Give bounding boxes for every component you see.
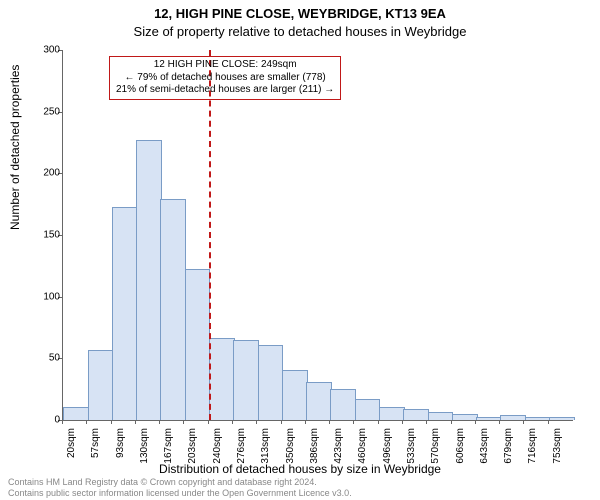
xtick-label: 350sqm — [285, 428, 296, 470]
histogram-bar — [88, 350, 114, 420]
annotation-line: 21% of semi-detached houses are larger (… — [116, 84, 334, 97]
histogram-bar — [428, 412, 454, 420]
histogram-bar — [549, 417, 575, 420]
title-line2: Size of property relative to detached ho… — [0, 24, 600, 39]
chart-container: 12, HIGH PINE CLOSE, WEYBRIDGE, KT13 9EA… — [0, 0, 600, 500]
xtick-label: 533sqm — [406, 428, 417, 470]
xtick-mark — [329, 420, 330, 424]
annotation-line: ← 79% of detached houses are smaller (77… — [116, 72, 334, 85]
histogram-bar — [282, 370, 308, 420]
xtick-label: 423sqm — [333, 428, 344, 470]
footer-line1: Contains HM Land Registry data © Crown c… — [8, 477, 352, 487]
xtick-mark — [402, 420, 403, 424]
histogram-bar — [500, 415, 526, 420]
xtick-mark — [232, 420, 233, 424]
xtick-mark — [159, 420, 160, 424]
histogram-bar — [355, 399, 381, 420]
histogram-bar — [306, 382, 332, 420]
histogram-bar — [330, 389, 356, 420]
xtick-label: 130sqm — [139, 428, 150, 470]
ytick-label: 300 — [20, 45, 60, 56]
histogram-bar — [136, 140, 162, 420]
plot-area: 12 HIGH PINE CLOSE: 249sqm← 79% of detac… — [62, 50, 573, 421]
xtick-label: 276sqm — [236, 428, 247, 470]
footer-line2: Contains public sector information licen… — [8, 488, 352, 498]
xtick-mark — [426, 420, 427, 424]
xtick-mark — [378, 420, 379, 424]
xtick-mark — [135, 420, 136, 424]
xtick-label: 203sqm — [187, 428, 198, 470]
xtick-mark — [111, 420, 112, 424]
attribution-footer: Contains HM Land Registry data © Crown c… — [8, 477, 352, 498]
histogram-bar — [379, 407, 405, 420]
histogram-bar — [525, 417, 551, 420]
histogram-bar — [233, 340, 259, 420]
xtick-mark — [499, 420, 500, 424]
xtick-label: 716sqm — [527, 428, 538, 470]
xtick-label: 570sqm — [430, 428, 441, 470]
ytick-label: 150 — [20, 230, 60, 241]
histogram-bar — [209, 338, 235, 420]
xtick-mark — [451, 420, 452, 424]
histogram-bar — [185, 269, 211, 420]
y-axis-label: Number of detached properties — [8, 65, 22, 230]
ytick-label: 100 — [20, 291, 60, 302]
xtick-mark — [62, 420, 63, 424]
xtick-label: 386sqm — [309, 428, 320, 470]
xtick-mark — [183, 420, 184, 424]
histogram-bar — [258, 345, 284, 420]
histogram-bar — [160, 199, 186, 420]
reference-line — [209, 50, 211, 420]
xtick-mark — [353, 420, 354, 424]
xtick-label: 496sqm — [382, 428, 393, 470]
histogram-bar — [112, 207, 138, 420]
title-line1: 12, HIGH PINE CLOSE, WEYBRIDGE, KT13 9EA — [0, 6, 600, 21]
xtick-mark — [548, 420, 549, 424]
xtick-mark — [256, 420, 257, 424]
annotation-line: 12 HIGH PINE CLOSE: 249sqm — [116, 59, 334, 72]
xtick-label: 753sqm — [552, 428, 563, 470]
histogram-bar — [476, 417, 502, 420]
xtick-label: 57sqm — [90, 428, 101, 470]
xtick-label: 313sqm — [260, 428, 271, 470]
xtick-label: 679sqm — [503, 428, 514, 470]
xtick-mark — [208, 420, 209, 424]
ytick-label: 50 — [20, 353, 60, 364]
xtick-label: 460sqm — [357, 428, 368, 470]
xtick-mark — [475, 420, 476, 424]
xtick-mark — [281, 420, 282, 424]
xtick-label: 643sqm — [479, 428, 490, 470]
xtick-mark — [305, 420, 306, 424]
xtick-label: 606sqm — [455, 428, 466, 470]
xtick-mark — [523, 420, 524, 424]
annotation-box: 12 HIGH PINE CLOSE: 249sqm← 79% of detac… — [109, 56, 341, 100]
xtick-mark — [86, 420, 87, 424]
histogram-bar — [403, 409, 429, 420]
ytick-label: 0 — [20, 415, 60, 426]
xtick-label: 20sqm — [66, 428, 77, 470]
xtick-label: 240sqm — [212, 428, 223, 470]
ytick-label: 200 — [20, 168, 60, 179]
ytick-label: 250 — [20, 106, 60, 117]
xtick-label: 93sqm — [115, 428, 126, 470]
histogram-bar — [63, 407, 89, 420]
xtick-label: 167sqm — [163, 428, 174, 470]
histogram-bar — [452, 414, 478, 420]
